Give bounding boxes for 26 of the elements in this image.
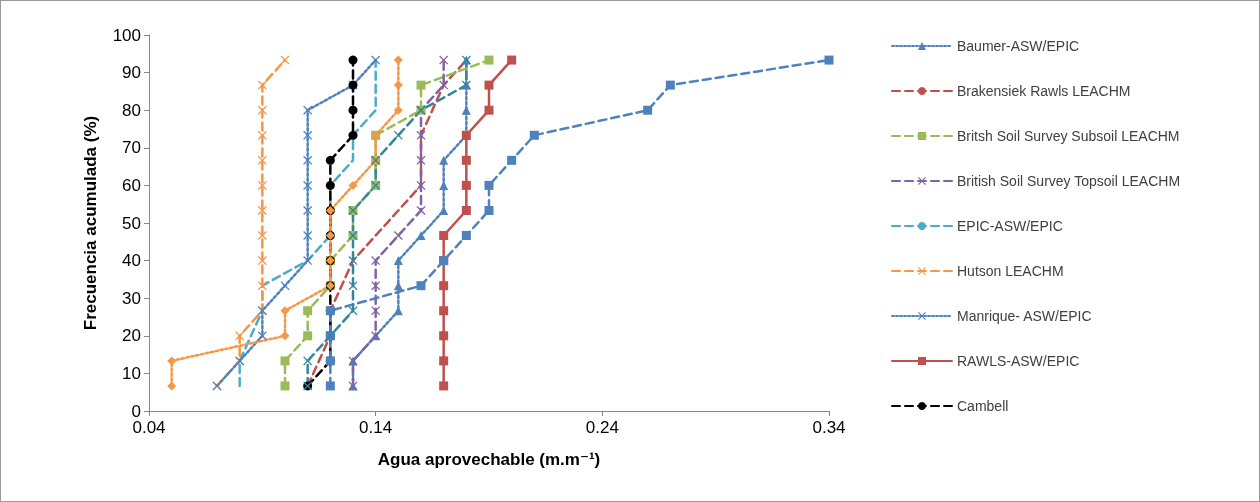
legend-label: EPIC-ASW/EPIC <box>957 218 1063 234</box>
legend-label: Cambell <box>957 398 1009 414</box>
x-axis-title: Agua aprovechable (m.m⁻¹) <box>377 450 601 469</box>
y-tick-label: 10 <box>122 363 141 383</box>
x-tick-label: 0.14 <box>359 418 393 437</box>
x-tick-label: 0.24 <box>585 418 619 437</box>
y-tick-label: 30 <box>122 288 141 308</box>
y-tick-label: 50 <box>122 213 141 233</box>
y-tick-label: 20 <box>122 326 141 346</box>
y-tick-label: 100 <box>112 25 141 45</box>
y-tick-label: 60 <box>122 175 141 195</box>
y-tick-label: 90 <box>122 63 141 83</box>
y-tick-label: 70 <box>122 138 141 158</box>
x-tick-label: 0.04 <box>132 418 166 437</box>
legend-label: British Soil Survey Topsoil LEACHM <box>957 173 1181 189</box>
legend-label: Brakensiek Rawls LEACHM <box>957 83 1131 99</box>
y-tick-label: 40 <box>122 251 141 271</box>
y-tick-label: 80 <box>122 100 141 120</box>
y-tick-label: 0 <box>131 401 141 421</box>
x-tick-label: 0.34 <box>812 418 846 437</box>
legend-label: Manrique- ASW/EPIC <box>957 308 1092 324</box>
legend-label: Britsh Soil Survey Subsoil LEACHM <box>957 128 1180 144</box>
legend-label: Hutson LEACHM <box>957 263 1064 279</box>
y-axis-title: Frecuencia acumulada (%) <box>81 115 100 331</box>
legend-label: Baumer-ASW/EPIC <box>957 38 1080 54</box>
legend-label: RAWLS-ASW/EPIC <box>957 353 1080 369</box>
